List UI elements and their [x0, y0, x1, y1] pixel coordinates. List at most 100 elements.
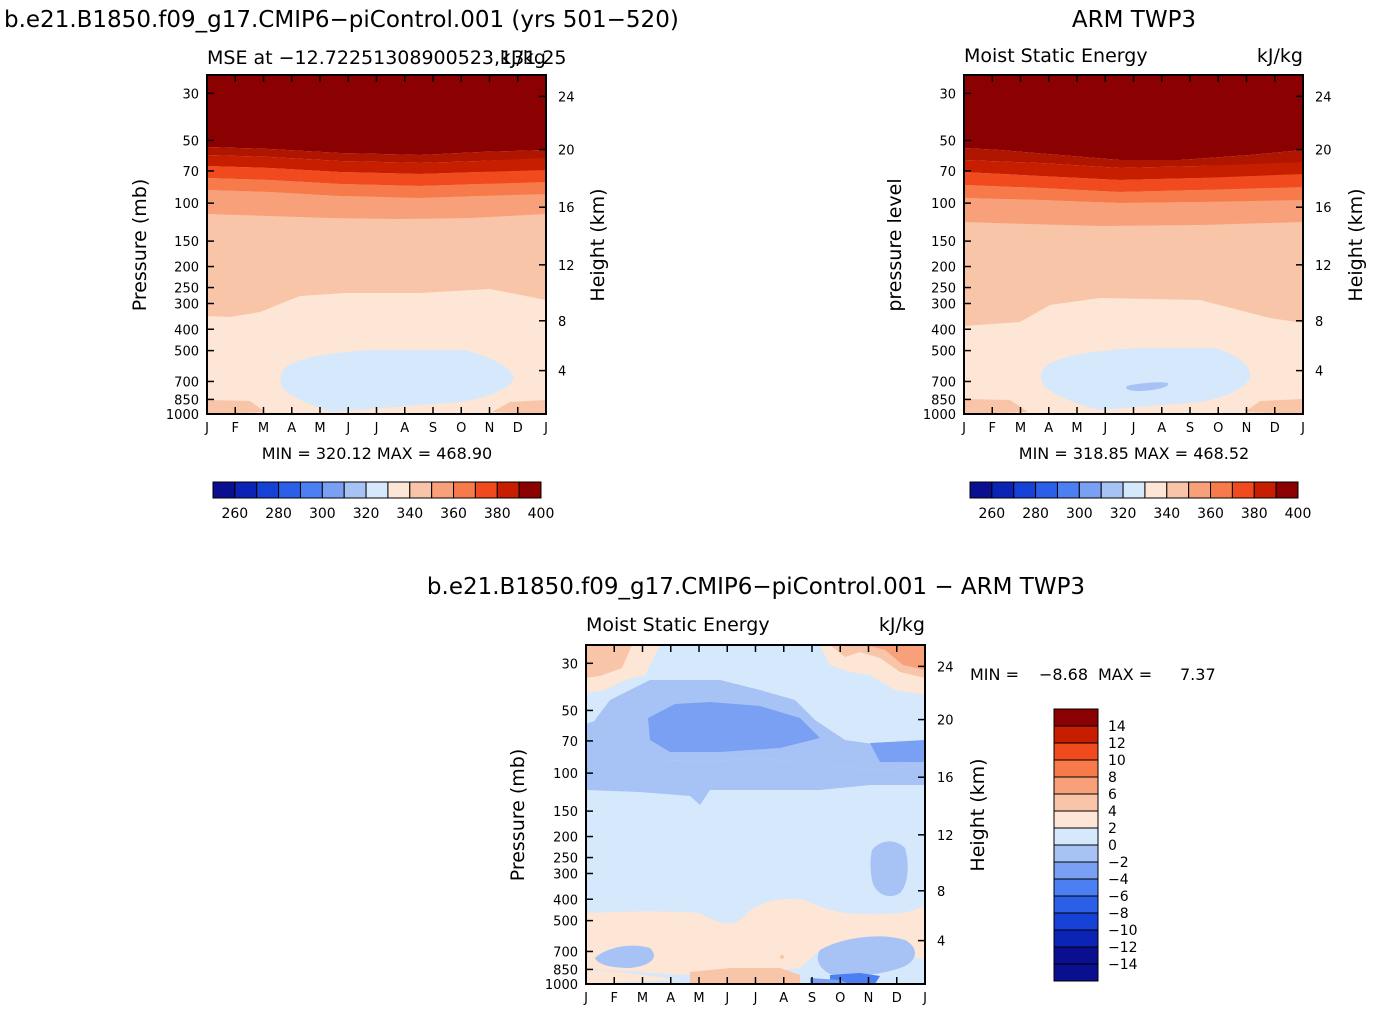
y-tick-label: 700	[174, 375, 199, 390]
y-tick-label: 50	[939, 134, 956, 149]
y-tick-label: 850	[553, 963, 578, 978]
obs-title: ARM TWP3	[1072, 7, 1196, 33]
colorbar-label: 12	[1108, 736, 1126, 752]
y-tick-label: 250	[174, 282, 199, 297]
x-tick-label: N	[1242, 421, 1252, 436]
height-tick-label: 8	[558, 315, 566, 330]
colorbar-label: −2	[1108, 855, 1129, 871]
colorbar-label: 320	[353, 506, 380, 522]
x-tick-label: N	[485, 421, 495, 436]
x-tick-label: A	[1044, 421, 1053, 436]
height-tick-label: 20	[558, 144, 575, 159]
colorbar-swatch	[1253, 481, 1277, 499]
colorbar-swatch	[1122, 481, 1146, 499]
x-tick-label: D	[1270, 421, 1280, 436]
x-tick-label: A	[287, 421, 296, 436]
y-tick-label: 1000	[166, 408, 199, 423]
colorbar-swatch	[1275, 481, 1299, 499]
x-tick-label: F	[611, 991, 618, 1006]
height-tick-label: 4	[937, 935, 945, 950]
y-tick-label: 700	[931, 375, 956, 390]
y-tick-label: 50	[182, 134, 199, 149]
y-tick-label: 250	[931, 282, 956, 297]
y-tick-label: 400	[553, 893, 578, 908]
colorbar-label: 400	[1285, 506, 1312, 522]
diff-min-value: −8.68	[1039, 665, 1088, 684]
colorbar-swatch	[1053, 929, 1099, 948]
x-tick-label: J	[204, 421, 209, 436]
y-tick-label: 400	[174, 323, 199, 338]
y-tick-label: 100	[174, 197, 199, 212]
colorbar-swatch	[1053, 895, 1099, 914]
colorbar-label: −8	[1108, 906, 1129, 922]
height-tick-label: 4	[558, 365, 566, 380]
y-tick-label: 30	[561, 657, 578, 672]
colorbar-label: 8	[1108, 770, 1117, 786]
colorbar-swatch	[343, 481, 367, 499]
x-tick-label: S	[808, 991, 816, 1006]
x-tick-label: O	[456, 421, 466, 436]
height-tick-label: 20	[1315, 144, 1332, 159]
height-tick-label: 24	[1315, 90, 1332, 105]
colorbar-swatch	[1053, 759, 1099, 778]
x-tick-label: D	[892, 991, 902, 1006]
colorbar-label: −10	[1108, 923, 1138, 939]
colorbar-swatch	[234, 481, 258, 499]
y-tick-label: 400	[931, 323, 956, 338]
diff-title: b.e21.B1850.f09_g17.CMIP6−piControl.001 …	[427, 574, 1085, 600]
height-tick-label: 24	[937, 660, 954, 675]
height-tick-label: 12	[1315, 259, 1332, 274]
x-tick-label: S	[429, 421, 437, 436]
diff-max-value: 7.37	[1180, 665, 1216, 684]
x-tick-label: A	[1157, 421, 1166, 436]
height-tick-label: 16	[1315, 201, 1332, 216]
colorbar-label: 400	[528, 506, 555, 522]
model-subtitle-left: MSE at −12.72251308900523,131.25	[207, 47, 567, 69]
x-tick-label: J	[724, 991, 729, 1006]
colorbar-label: 14	[1108, 719, 1126, 735]
colorbar-label: 340	[1153, 506, 1180, 522]
colorbar-label: 4	[1108, 804, 1117, 820]
colorbar-swatch	[991, 481, 1015, 499]
height-tick-label: 16	[937, 771, 954, 786]
x-tick-label: A	[400, 421, 409, 436]
model-subtitle-right: kJ/kg	[500, 47, 546, 69]
x-tick-label: M	[1071, 421, 1082, 436]
colorbar-label: 300	[309, 506, 336, 522]
x-tick-label: J	[543, 421, 548, 436]
colorbar-swatch	[1053, 963, 1099, 982]
x-tick-label: N	[864, 991, 874, 1006]
diff-y-axis-label: Pressure (mb)	[507, 749, 529, 882]
obs-contour-fill	[964, 75, 1303, 414]
x-tick-label: J	[583, 991, 588, 1006]
x-tick-label: J	[961, 421, 966, 436]
colorbar-swatch	[1210, 481, 1233, 499]
height-tick-label: 12	[558, 259, 575, 274]
model-y-axis-label: Pressure (mb)	[129, 179, 151, 312]
y-tick-label: 1000	[923, 408, 956, 423]
model-panel: MSE at −12.72251308900523,131.25 kJ/kg J…	[129, 47, 609, 522]
diff-max-label: MAX =	[1098, 665, 1152, 684]
y-tick-label: 150	[174, 235, 199, 250]
colorbar-label: 260	[221, 506, 248, 522]
x-tick-label: A	[666, 991, 675, 1006]
model-minmax: MIN = 320.12 MAX = 468.90	[262, 444, 492, 463]
colorbar-swatch	[1078, 481, 1102, 499]
y-tick-label: 1000	[545, 978, 578, 993]
y-tick-label: 500	[174, 345, 199, 360]
x-tick-label: M	[693, 991, 704, 1006]
x-tick-label: M	[258, 421, 269, 436]
model-height-axis-label: Height (km)	[587, 188, 609, 301]
diff-contour-fill	[586, 645, 925, 984]
colorbar-swatch	[1231, 481, 1255, 499]
y-tick-label: 30	[182, 87, 199, 102]
colorbar-swatch	[496, 481, 520, 499]
y-tick-label: 150	[553, 805, 578, 820]
obs-minmax: MIN = 318.85 MAX = 468.52	[1019, 444, 1249, 463]
colorbar-swatch	[299, 481, 323, 499]
x-tick-label: J	[1102, 421, 1107, 436]
colorbar-swatch	[365, 481, 389, 499]
y-tick-label: 200	[931, 261, 956, 276]
x-tick-label: O	[835, 991, 845, 1006]
